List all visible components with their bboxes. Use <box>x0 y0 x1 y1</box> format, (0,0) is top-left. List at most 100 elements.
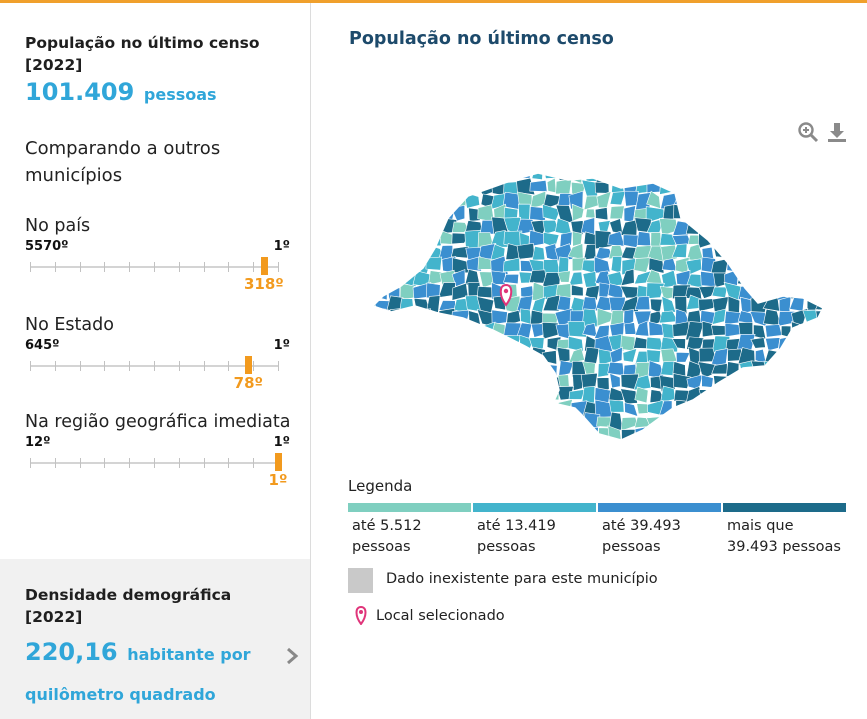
municipality-area[interactable] <box>596 307 614 327</box>
municipality-area[interactable] <box>516 243 536 260</box>
municipality-area[interactable] <box>660 244 678 263</box>
municipality-area[interactable] <box>634 320 650 337</box>
municipality-area[interactable] <box>491 309 508 325</box>
municipality-area[interactable] <box>675 351 691 363</box>
municipality-area[interactable] <box>659 233 677 246</box>
municipality-area[interactable] <box>609 205 625 220</box>
municipality-area[interactable] <box>425 256 443 271</box>
municipality-area[interactable] <box>542 203 561 221</box>
municipality-area[interactable] <box>623 309 634 328</box>
municipality-area[interactable] <box>439 229 456 245</box>
municipality-area[interactable] <box>594 295 613 312</box>
municipality-area[interactable] <box>503 273 520 285</box>
municipality-area[interactable] <box>567 335 584 353</box>
municipality-area[interactable] <box>528 229 548 247</box>
municipality-area[interactable] <box>568 271 584 286</box>
municipality-area[interactable] <box>555 178 573 195</box>
municipality-area[interactable] <box>505 243 523 260</box>
municipality-area[interactable] <box>633 374 652 391</box>
municipality-area[interactable] <box>671 338 686 350</box>
municipality-area[interactable] <box>609 372 621 389</box>
municipality-area[interactable] <box>543 259 561 275</box>
municipality-area[interactable] <box>620 335 636 352</box>
municipality-area[interactable] <box>608 387 625 403</box>
ranking-scale-tick <box>104 262 106 272</box>
zoom-in-icon[interactable] <box>797 121 819 143</box>
municipality-area[interactable] <box>529 180 548 192</box>
ranking-scale-tick <box>54 361 56 371</box>
municipality-area[interactable] <box>502 257 521 273</box>
municipality-area[interactable] <box>671 243 688 258</box>
municipality-area[interactable] <box>711 286 728 298</box>
municipality-area[interactable] <box>609 346 623 364</box>
municipality-area[interactable] <box>622 348 638 363</box>
municipality-area[interactable] <box>581 308 599 327</box>
selected-location-pin[interactable] <box>499 283 513 307</box>
municipality-area[interactable] <box>607 230 626 247</box>
municipality-area[interactable] <box>661 322 677 339</box>
municipality-area[interactable] <box>557 270 571 283</box>
municipality-area[interactable] <box>608 399 625 413</box>
municipality-area[interactable] <box>541 322 559 340</box>
municipality-area[interactable] <box>764 324 783 338</box>
municipality-area[interactable] <box>581 385 596 405</box>
ranking-marker <box>275 453 282 471</box>
ranking-scale-tick <box>154 458 155 468</box>
municipality-area[interactable] <box>567 321 587 338</box>
download-icon[interactable] <box>826 121 848 143</box>
municipality-area[interactable] <box>620 388 638 405</box>
municipality-area[interactable] <box>765 337 781 352</box>
municipality-area[interactable] <box>570 220 584 235</box>
municipality-area[interactable] <box>608 333 625 352</box>
municipality-area[interactable] <box>750 337 766 349</box>
municipality-area[interactable] <box>672 373 692 389</box>
municipality-area[interactable] <box>624 402 639 417</box>
municipality-area[interactable] <box>585 208 596 219</box>
municipality-area[interactable] <box>634 296 651 311</box>
indicator-unit: pessoas <box>143 85 217 104</box>
municipality-area[interactable] <box>582 346 600 367</box>
ranking-position: 318º <box>243 275 284 293</box>
municipality-area[interactable] <box>571 203 585 222</box>
municipality-area[interactable] <box>648 257 665 274</box>
density-card[interactable]: Densidade demográfica [2022] 220,16 habi… <box>0 559 310 719</box>
municipality-area[interactable] <box>584 284 601 301</box>
municipality-area[interactable] <box>622 234 640 249</box>
municipality-area[interactable] <box>646 282 665 300</box>
municipality-area[interactable] <box>428 270 444 286</box>
municipality-area[interactable] <box>779 296 792 313</box>
municipality-area[interactable] <box>596 416 612 428</box>
density-title: Densidade demográfica [2022] <box>25 586 232 626</box>
ranking-ends: 12º 1º <box>25 435 300 453</box>
municipality-area[interactable] <box>624 322 637 335</box>
municipality-area[interactable] <box>698 298 717 312</box>
municipality-area[interactable] <box>712 308 727 325</box>
municipality-area[interactable] <box>648 321 665 336</box>
municipality-area[interactable] <box>598 282 612 298</box>
municipality-area[interactable] <box>620 268 635 287</box>
legend-item-3: até 39.493 pessoas <box>598 503 721 558</box>
ranking-scale-tick <box>278 361 279 371</box>
ranking-scale-tick <box>30 458 31 468</box>
state-map[interactable] <box>363 168 833 458</box>
municipality-area[interactable] <box>531 245 546 261</box>
municipality-area[interactable] <box>594 256 611 274</box>
ranking-scale-tick <box>228 361 230 371</box>
municipality-area[interactable] <box>698 285 717 299</box>
municipality-area[interactable] <box>609 191 626 206</box>
municipality-area[interactable] <box>636 231 651 247</box>
municipality-area[interactable] <box>542 294 560 312</box>
municipality-area[interactable] <box>646 349 661 363</box>
municipality-area[interactable] <box>610 255 623 274</box>
municipality-area[interactable] <box>623 190 639 207</box>
ranking-scale-tick <box>30 361 31 371</box>
municipality-area[interactable] <box>634 386 649 404</box>
municipality-area[interactable] <box>597 362 611 378</box>
chevron-right-icon[interactable] <box>283 645 301 667</box>
municipality-area[interactable] <box>558 360 574 377</box>
legend-label-1: até 5.512 pessoas <box>352 518 422 555</box>
municipality-area[interactable] <box>568 388 586 400</box>
municipality-area[interactable] <box>724 322 742 338</box>
municipality-area[interactable] <box>595 207 609 221</box>
municipality-area[interactable] <box>571 284 584 297</box>
